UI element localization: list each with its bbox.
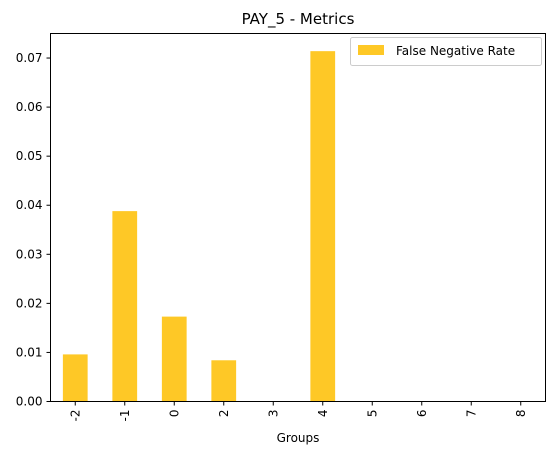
y-tick-label: 0.03 [16,247,43,261]
x-tick-label: -1 [118,410,132,422]
x-tick-label: 7 [464,410,478,418]
y-axis-ticks: 0.00 0.01 0.02 0.03 0.04 0.05 0.06 0.07 [16,51,51,409]
bars-layer [62,51,336,402]
y-tick-label: 0.04 [16,198,43,212]
bar-4 [310,51,336,402]
x-tick-label: 2 [217,410,231,418]
x-tick-label: 3 [266,410,280,418]
legend: False Negative Rate [350,37,542,66]
bar-2 [211,360,237,402]
y-tick-label: 0.01 [16,345,43,359]
y-tick-label: 0.06 [16,100,43,114]
x-tick-label: 0 [167,410,181,418]
chart-title: PAY_5 - Metrics [242,10,355,29]
plot-frame [50,33,546,402]
bar--2 [62,354,88,402]
x-axis-label: Groups [277,431,320,445]
legend-swatch [358,45,384,55]
x-tick-label: 6 [415,410,429,418]
y-tick-label: 0.02 [16,296,43,310]
x-axis-ticks: -2 -1 0 2 3 4 5 6 7 8 [68,401,528,422]
y-tick-label: 0.07 [16,51,43,65]
legend-box [350,37,542,66]
x-tick-label: 4 [316,410,330,418]
bar--1 [112,211,138,402]
y-tick-label: 0.05 [16,149,43,163]
x-tick-label: 8 [514,410,528,418]
y-tick-label: 0.00 [16,395,43,409]
bar-0 [161,316,187,402]
x-tick-label: 5 [365,410,379,418]
x-tick-label: -2 [68,410,82,422]
legend-label: False Negative Rate [396,44,515,58]
